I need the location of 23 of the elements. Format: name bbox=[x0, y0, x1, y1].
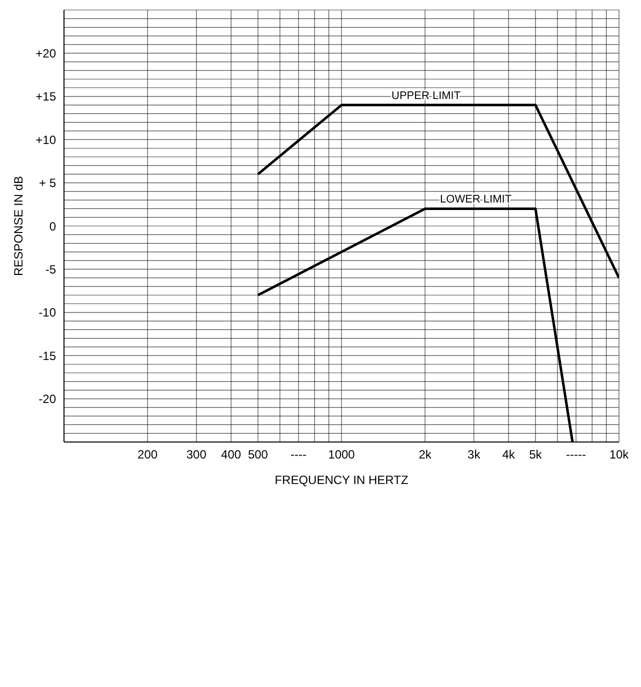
x-axis-title: FREQUENCY IN HERTZ bbox=[274, 473, 408, 487]
x-tick-label: 5k bbox=[529, 448, 543, 462]
x-tick-label: 400 bbox=[221, 448, 242, 462]
y-tick-label: -20 bbox=[38, 392, 56, 406]
x-tick-label: 200 bbox=[138, 448, 158, 462]
y-tick-label: 0 bbox=[49, 219, 56, 234]
x-tick-label: 500 bbox=[248, 448, 268, 462]
y-tick-label: -5 bbox=[45, 262, 56, 276]
y-tick-label: -15 bbox=[38, 348, 56, 363]
x-tick-label: 1000 bbox=[328, 448, 356, 462]
x-tick-label: ---- bbox=[290, 448, 307, 462]
x-tick-label: 3k bbox=[468, 448, 482, 462]
y-axis-title: RESPONSE IN dB bbox=[11, 176, 26, 276]
x-tick-label: 4k bbox=[502, 448, 516, 462]
y-tick-label: +15 bbox=[36, 90, 56, 104]
x-tick-label: 10k bbox=[609, 448, 630, 462]
x-tick-label: 300 bbox=[186, 448, 207, 462]
y-tick-label: + 5 bbox=[38, 176, 56, 190]
y-tick-label: +10 bbox=[36, 132, 56, 147]
x-tick-label: ----- bbox=[566, 448, 586, 462]
x-tick-label: 2k bbox=[418, 448, 432, 462]
y-tick-label: +20 bbox=[36, 46, 56, 60]
y-tick-label: -10 bbox=[38, 306, 56, 320]
